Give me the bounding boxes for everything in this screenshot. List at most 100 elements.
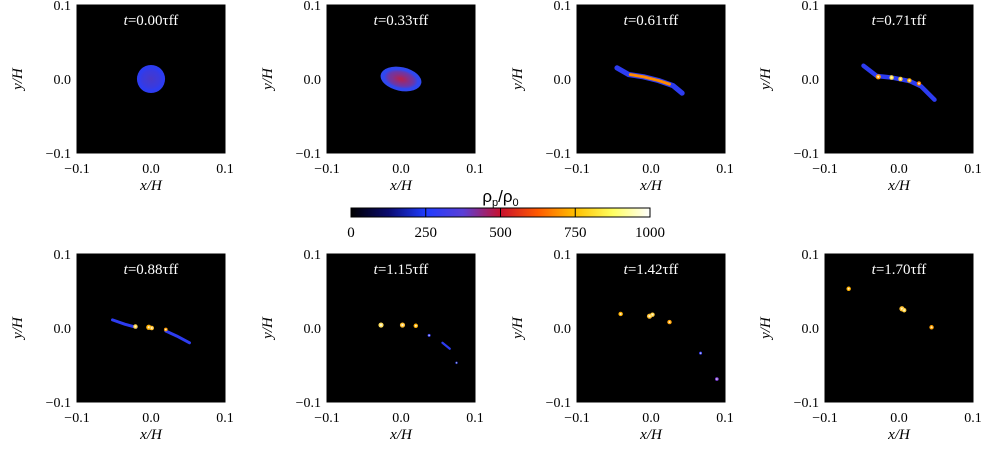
y-axis-label: y/H bbox=[10, 316, 26, 341]
particle-clump-core bbox=[877, 75, 880, 78]
panel-6: t=1.15τff −0.1 0.0 0.1 0.1 0.0 −0.1 x/H y/H bbox=[260, 248, 484, 443]
x-tick-label: 0.0 bbox=[890, 411, 908, 426]
colorbar: 0 250 500 750 1000 ρp/ρ0 bbox=[347, 187, 665, 241]
particle-clump-core bbox=[147, 326, 150, 329]
data-layer bbox=[846, 286, 934, 330]
y-axis-label: y/H bbox=[10, 67, 26, 92]
x-tick-label: 0.1 bbox=[466, 162, 484, 177]
panel-2: t=0.33τff −0.1 0.0 0.1 0.1 0.0 −0.1 x/H y/H bbox=[260, 0, 484, 194]
x-tick-label: 0.1 bbox=[216, 411, 234, 426]
particle-clump-core bbox=[917, 82, 920, 85]
time-label-t: t bbox=[124, 262, 129, 278]
x-axis-label: x/H bbox=[639, 178, 663, 194]
time-label: t=0.61τff bbox=[624, 13, 679, 29]
y-axis-label: y/H bbox=[260, 316, 276, 341]
data-layer bbox=[614, 65, 685, 96]
panel-5: t=0.88τff −0.1 0.0 0.1 0.1 0.0 −0.1 x/H y/H bbox=[10, 248, 234, 443]
time-label-t: t bbox=[624, 262, 629, 278]
plot-area bbox=[577, 254, 725, 402]
y-tick-label: −0.1 bbox=[46, 396, 71, 411]
y-tick-label: 0.1 bbox=[802, 0, 820, 14]
time-label-t: t bbox=[624, 13, 629, 29]
particle-clump-core bbox=[648, 314, 651, 318]
panel-8: t=1.70τff −0.1 0.0 0.1 0.1 0.0 −0.1 x/H y/H bbox=[758, 248, 982, 443]
x-tick-label: −0.1 bbox=[64, 162, 89, 177]
y-tick-label: −0.1 bbox=[794, 396, 819, 411]
data-layer bbox=[136, 64, 166, 94]
time-label: t=1.15τff bbox=[374, 262, 429, 278]
y-tick-label: 0.1 bbox=[54, 248, 72, 263]
y-tick-label: 0.0 bbox=[554, 73, 572, 88]
x-tick-label: −0.1 bbox=[564, 411, 589, 426]
x-tick-label: −0.1 bbox=[64, 411, 89, 426]
time-label-t: t bbox=[872, 262, 877, 278]
x-axis-label: x/H bbox=[887, 178, 911, 194]
y-tick-label: 0.1 bbox=[304, 248, 322, 263]
time-label-value: =0.61τff bbox=[628, 13, 678, 29]
x-tick-label: 0.0 bbox=[642, 411, 660, 426]
x-axis-label: x/H bbox=[389, 427, 413, 443]
colorbar-title: ρp/ρ0 bbox=[482, 187, 518, 209]
particle-clump-core bbox=[903, 309, 906, 312]
particle-cloud-core bbox=[384, 69, 418, 89]
data-layer bbox=[861, 63, 937, 102]
x-tick-label: 0.1 bbox=[716, 411, 734, 426]
y-tick-label: 0.1 bbox=[54, 0, 72, 14]
panel-4: t=0.71τff −0.1 0.0 0.1 0.1 0.0 −0.1 x/H y/H bbox=[758, 0, 982, 194]
colorbar-tick-label: 250 bbox=[415, 225, 438, 241]
x-tick-label: −0.1 bbox=[812, 162, 837, 177]
particle-clump-core bbox=[890, 76, 893, 79]
colorbar-tick-label: 1000 bbox=[635, 225, 665, 241]
particle-filament bbox=[441, 341, 451, 350]
x-tick-label: 0.1 bbox=[216, 162, 234, 177]
time-label: t=0.33τff bbox=[374, 13, 429, 29]
particle-clump-core bbox=[716, 378, 718, 380]
particle-clump-core bbox=[930, 326, 933, 329]
y-axis-label: y/H bbox=[758, 316, 774, 341]
x-tick-label: 0.0 bbox=[642, 162, 660, 177]
x-tick-label: 0.1 bbox=[964, 162, 982, 177]
y-tick-label: 0.1 bbox=[554, 248, 572, 263]
x-tick-label: 0.0 bbox=[392, 411, 410, 426]
particle-clump-core bbox=[164, 328, 167, 331]
y-tick-label: −0.1 bbox=[546, 147, 571, 162]
colorbar-tick-label: 0 bbox=[347, 225, 355, 241]
x-tick-label: 0.0 bbox=[142, 162, 160, 177]
y-axis-label: y/H bbox=[510, 316, 526, 341]
x-tick-label: 0.0 bbox=[142, 411, 160, 426]
particle-clump-core bbox=[699, 352, 702, 354]
time-label: t=0.88τff bbox=[124, 262, 179, 278]
particle-clump-core bbox=[134, 325, 137, 328]
time-label-t: t bbox=[124, 13, 129, 29]
y-axis-label: y/H bbox=[260, 67, 276, 92]
x-tick-label: 0.0 bbox=[392, 162, 410, 177]
particle-clump-core bbox=[908, 79, 911, 82]
colorbar-tick-label: 500 bbox=[489, 225, 512, 241]
y-axis-label: y/H bbox=[510, 67, 526, 92]
x-axis-label: x/H bbox=[139, 427, 163, 443]
y-tick-label: 0.0 bbox=[54, 322, 72, 337]
colorbar-tick-label: 750 bbox=[564, 225, 587, 241]
y-tick-label: 0.1 bbox=[802, 248, 820, 263]
time-label-value: =0.33τff bbox=[378, 13, 428, 29]
x-tick-label: −0.1 bbox=[314, 162, 339, 177]
y-axis-label: y/H bbox=[758, 67, 774, 92]
particle-clump-core bbox=[668, 321, 671, 324]
time-label-t: t bbox=[374, 262, 379, 278]
data-layer bbox=[380, 66, 422, 92]
particle-clump-core bbox=[847, 287, 850, 290]
plot-area bbox=[825, 254, 973, 402]
particle-clump-core bbox=[401, 323, 404, 327]
y-tick-label: −0.1 bbox=[794, 147, 819, 162]
time-label-value: =1.70τff bbox=[876, 262, 926, 278]
particle-filament bbox=[628, 73, 671, 86]
time-label-t: t bbox=[872, 13, 877, 29]
y-tick-label: 0.0 bbox=[304, 322, 322, 337]
y-tick-label: −0.1 bbox=[546, 396, 571, 411]
particle-clump-core bbox=[379, 323, 383, 327]
x-tick-label: 0.1 bbox=[964, 411, 982, 426]
data-layer bbox=[378, 322, 458, 365]
time-label-t: t bbox=[374, 13, 379, 29]
time-label-value: =0.88τff bbox=[128, 262, 178, 278]
x-tick-label: −0.1 bbox=[564, 162, 589, 177]
